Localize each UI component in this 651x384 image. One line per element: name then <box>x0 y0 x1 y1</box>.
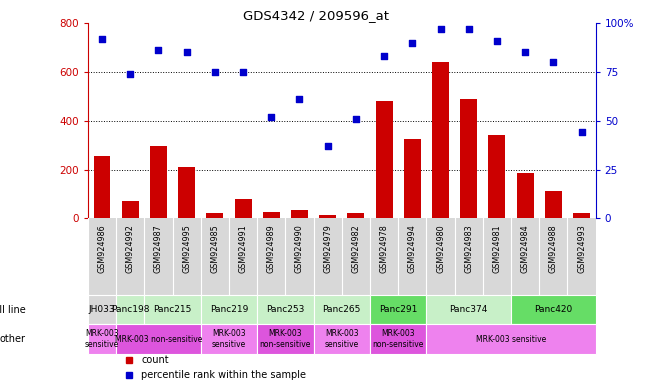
Text: GSM924993: GSM924993 <box>577 225 586 273</box>
Point <box>436 26 446 32</box>
Text: cell line: cell line <box>0 305 26 315</box>
Bar <box>319 215 336 218</box>
Bar <box>263 212 280 218</box>
Text: other: other <box>0 334 26 344</box>
Bar <box>257 295 314 324</box>
Bar <box>573 214 590 218</box>
Bar <box>348 214 365 218</box>
Title: GDS4342 / 209596_at: GDS4342 / 209596_at <box>243 9 389 22</box>
Point <box>153 47 163 53</box>
Text: Panc374: Panc374 <box>450 305 488 314</box>
Text: percentile rank within the sample: percentile rank within the sample <box>141 370 306 380</box>
Point <box>351 116 361 122</box>
Text: GSM924985: GSM924985 <box>210 225 219 273</box>
Text: GSM924978: GSM924978 <box>380 225 389 273</box>
Bar <box>88 295 116 324</box>
Bar <box>426 295 511 324</box>
Text: JH033: JH033 <box>89 305 115 314</box>
Bar <box>122 201 139 218</box>
Text: Panc219: Panc219 <box>210 305 248 314</box>
Point <box>379 53 389 59</box>
Bar <box>432 62 449 218</box>
Text: MRK-003
non-sensitive: MRK-003 non-sensitive <box>260 329 311 349</box>
Bar <box>511 295 596 324</box>
Bar <box>370 295 426 324</box>
Bar <box>178 167 195 218</box>
Text: GSM924982: GSM924982 <box>352 225 361 273</box>
Bar <box>201 324 257 354</box>
Bar <box>94 156 111 218</box>
Bar <box>145 295 201 324</box>
Point <box>294 96 305 102</box>
Text: count: count <box>141 355 169 365</box>
Point <box>520 49 531 55</box>
Text: MRK-003
sensitive: MRK-003 sensitive <box>325 329 359 349</box>
Text: GSM924988: GSM924988 <box>549 225 558 273</box>
Point <box>407 40 417 46</box>
Text: GSM924983: GSM924983 <box>464 225 473 273</box>
Bar <box>370 324 426 354</box>
Point <box>97 36 107 42</box>
Text: Panc265: Panc265 <box>323 305 361 314</box>
Bar <box>376 101 393 218</box>
Bar <box>545 192 562 218</box>
Bar <box>426 324 596 354</box>
Point <box>125 71 135 77</box>
Text: GSM924980: GSM924980 <box>436 225 445 273</box>
Text: GSM924979: GSM924979 <box>323 225 332 273</box>
Text: Panc215: Panc215 <box>154 305 191 314</box>
Bar <box>291 210 308 218</box>
Bar <box>206 214 223 218</box>
Text: GSM924995: GSM924995 <box>182 225 191 273</box>
Bar <box>314 295 370 324</box>
Text: Panc291: Panc291 <box>379 305 417 314</box>
Text: MRK-003
sensitive: MRK-003 sensitive <box>212 329 246 349</box>
Text: MRK-003 sensitive: MRK-003 sensitive <box>476 334 546 344</box>
Text: GSM924994: GSM924994 <box>408 225 417 273</box>
Bar <box>116 295 145 324</box>
Text: MRK-003
sensitive: MRK-003 sensitive <box>85 329 119 349</box>
Text: Panc420: Panc420 <box>534 305 572 314</box>
Text: GSM924984: GSM924984 <box>521 225 530 273</box>
Bar <box>234 199 251 218</box>
Text: GSM924986: GSM924986 <box>98 225 107 273</box>
Bar <box>314 324 370 354</box>
Text: Panc253: Panc253 <box>266 305 305 314</box>
Point <box>576 129 587 136</box>
Bar <box>150 146 167 218</box>
Point <box>210 69 220 75</box>
Text: GSM924990: GSM924990 <box>295 225 304 273</box>
Point <box>322 143 333 149</box>
Point <box>548 59 559 65</box>
Text: MRK-003
non-sensitive: MRK-003 non-sensitive <box>372 329 424 349</box>
Text: Panc198: Panc198 <box>111 305 150 314</box>
Bar <box>404 139 421 218</box>
Text: GSM924989: GSM924989 <box>267 225 276 273</box>
Text: GSM924992: GSM924992 <box>126 225 135 273</box>
Bar <box>517 173 534 218</box>
Text: MRK-003 non-sensitive: MRK-003 non-sensitive <box>115 334 202 344</box>
Bar <box>201 295 257 324</box>
Bar <box>116 324 201 354</box>
Point <box>182 49 192 55</box>
Text: GSM924981: GSM924981 <box>492 225 501 273</box>
Text: GSM924987: GSM924987 <box>154 225 163 273</box>
Bar <box>257 324 314 354</box>
Bar <box>460 99 477 218</box>
Text: GSM924991: GSM924991 <box>238 225 247 273</box>
Bar <box>488 135 505 218</box>
Point <box>492 38 502 44</box>
Bar <box>88 324 116 354</box>
Point <box>238 69 248 75</box>
Point <box>464 26 474 32</box>
Point <box>266 114 277 120</box>
